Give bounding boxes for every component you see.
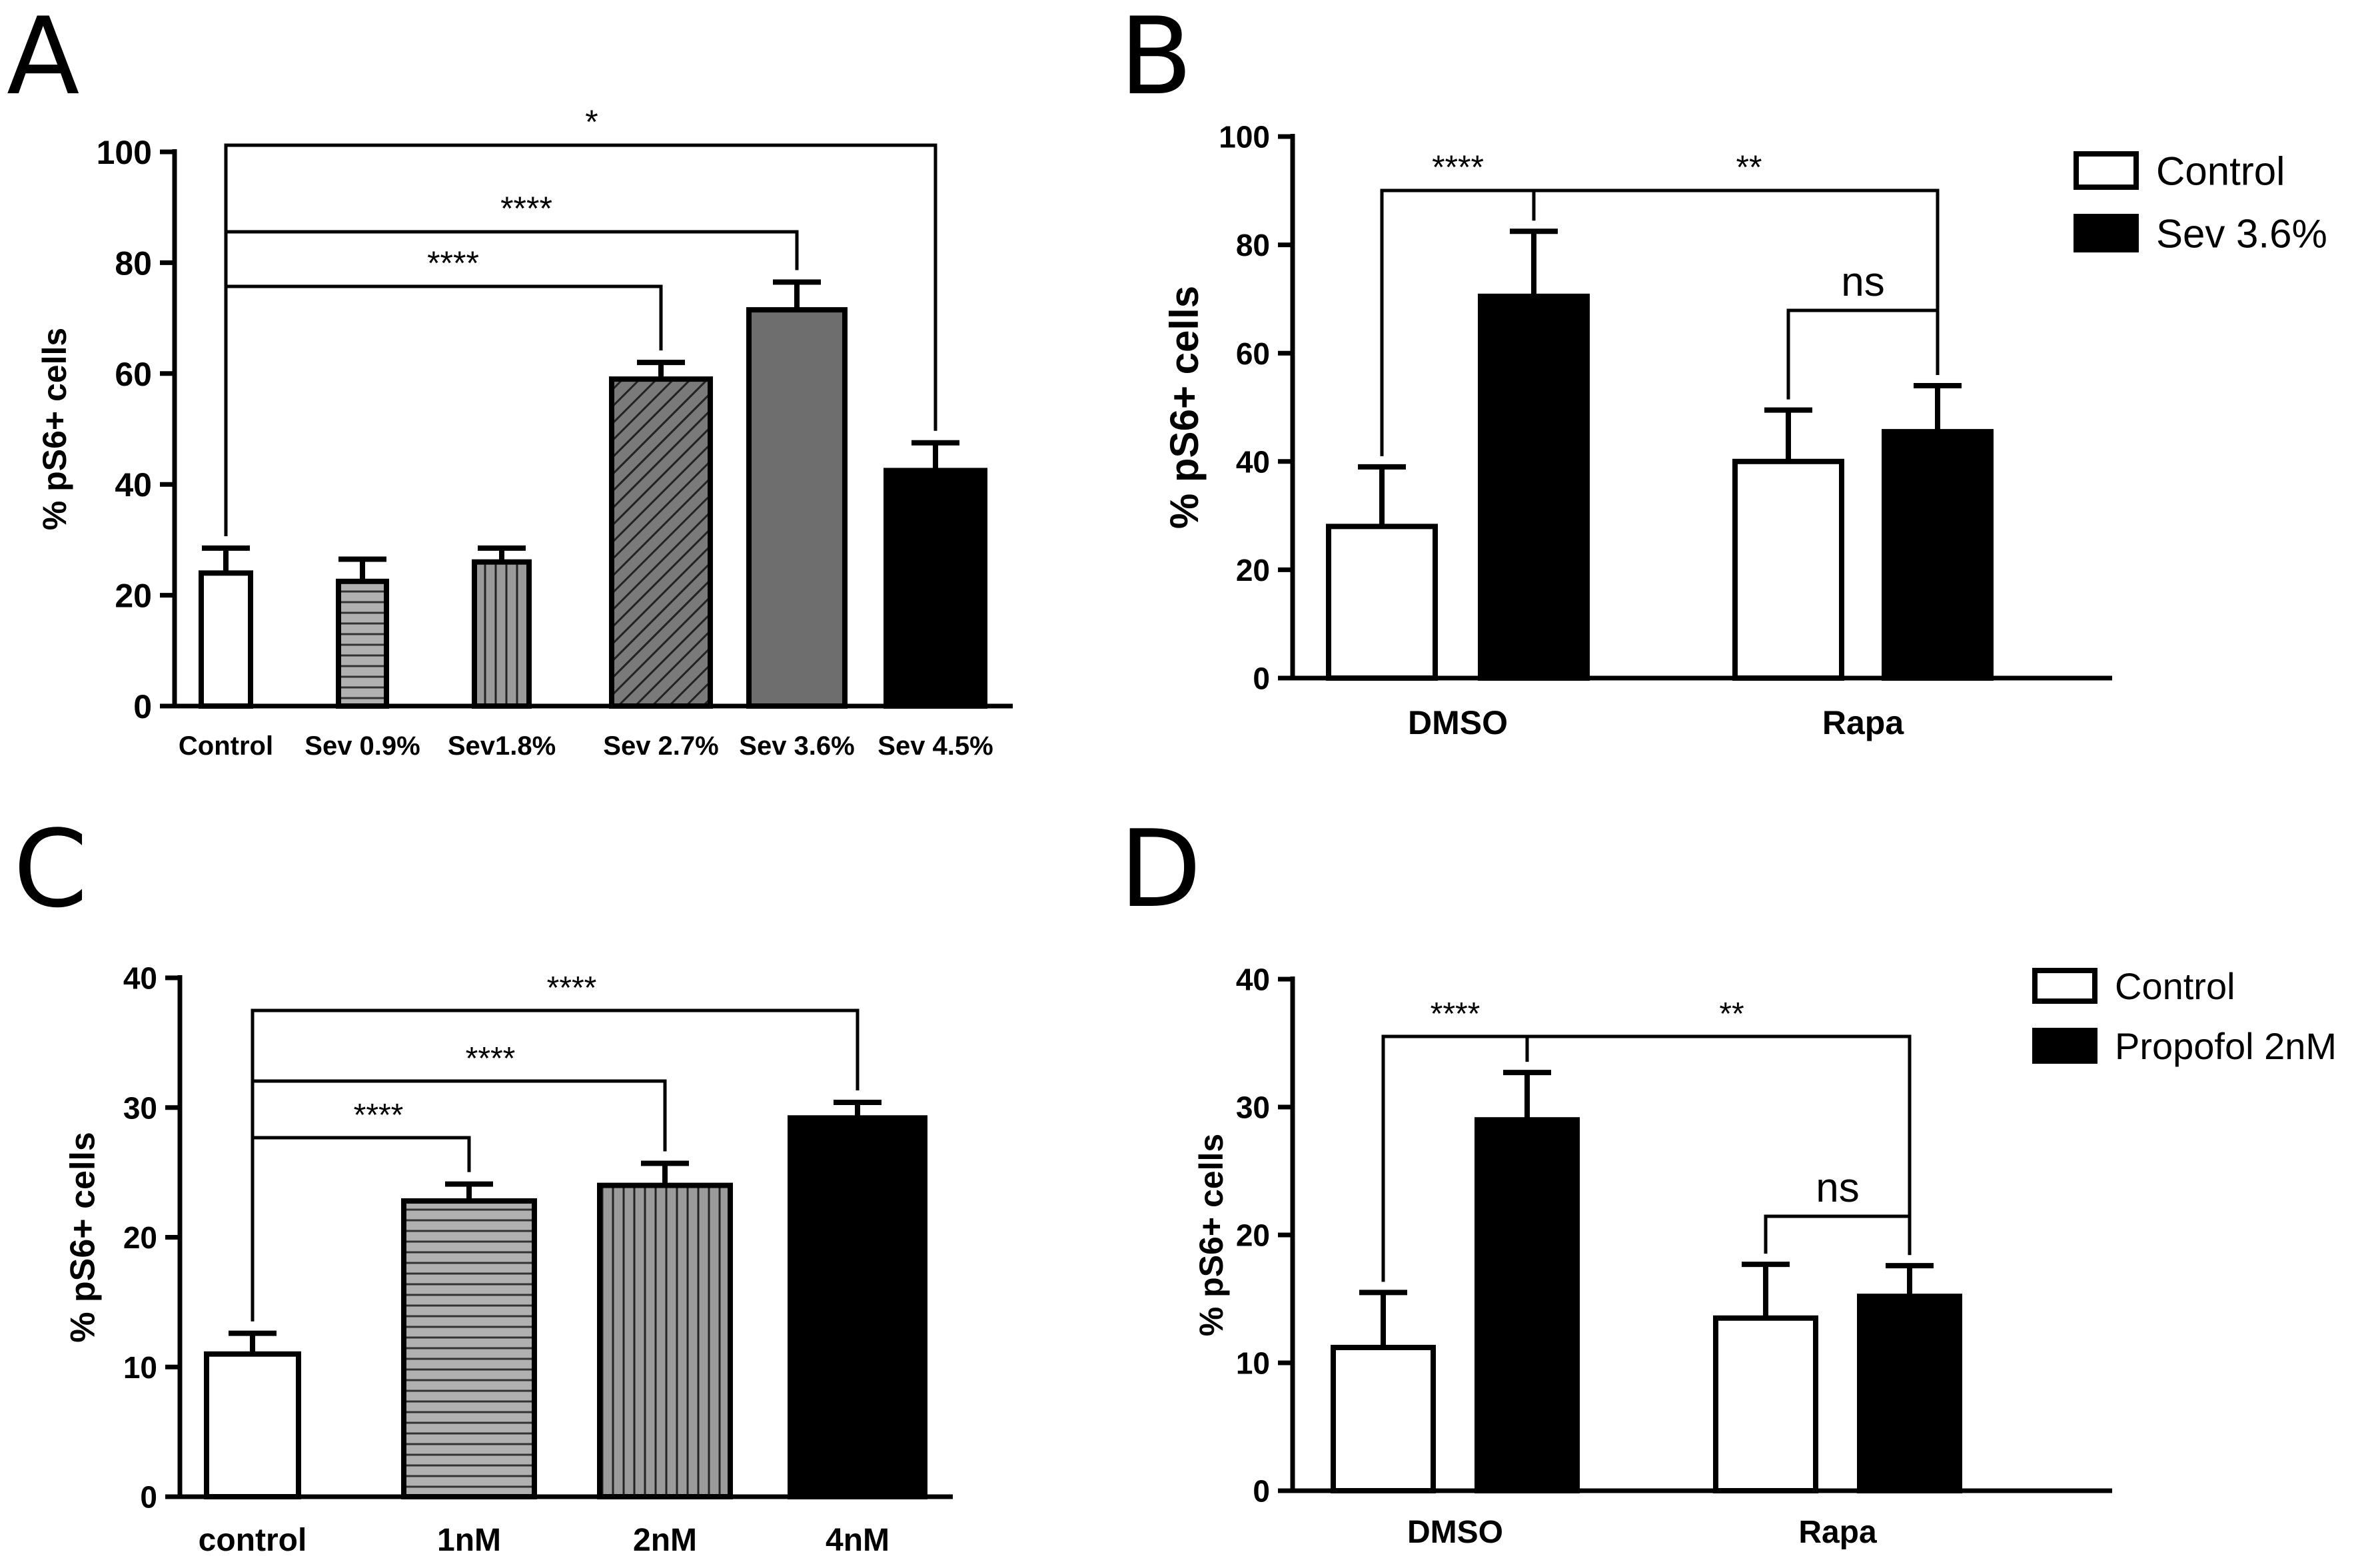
- x-tick-label: Sev 0.9%: [304, 731, 420, 761]
- y-tick-label: 100: [1219, 120, 1270, 155]
- significance-label: ****: [500, 190, 552, 227]
- legend-swatch: [2032, 968, 2097, 1004]
- significance-label: ****: [427, 244, 479, 282]
- y-tick-label: 80: [115, 244, 152, 282]
- significance-label: ****: [354, 1098, 404, 1133]
- x-tick-label: DMSO: [1407, 1515, 1503, 1550]
- y-tick-label: 20: [123, 1220, 157, 1255]
- x-tick-label: control: [199, 1523, 307, 1558]
- y-tick-label: 30: [1236, 1090, 1270, 1125]
- panel-a: A 0 20 40 60 80 100 % pS6+ cells Control Sev 0.9%…: [7, 0, 1013, 761]
- x-tick-label: Rapa: [1822, 704, 1904, 741]
- legend-label: Control: [2156, 149, 2285, 194]
- significance-label: ****: [1431, 996, 1481, 1032]
- significance-bracket: [1381, 1034, 1529, 1282]
- bar: [1857, 1294, 1962, 1494]
- y-axis-label: % pS6+ cells: [64, 1132, 103, 1343]
- y-tick-label: 80: [1236, 228, 1270, 262]
- y-tick-label: 40: [123, 961, 157, 996]
- legend-swatch: [2074, 214, 2139, 252]
- significance-bracket: [251, 1008, 860, 1322]
- bar: [609, 376, 713, 709]
- y-tick-label: 10: [1236, 1346, 1270, 1381]
- y-tick-label: 20: [1236, 553, 1270, 587]
- bar: [1326, 524, 1438, 681]
- y-tick-label: 30: [123, 1090, 157, 1125]
- x-tick-label: 1nM: [437, 1523, 501, 1558]
- legend-label: Propofol 2nM: [2115, 1025, 2337, 1067]
- bar: [1475, 1117, 1580, 1493]
- bar: [199, 570, 253, 709]
- y-tick-label: 40: [1236, 444, 1270, 479]
- y-tick-label: 60: [115, 356, 152, 393]
- x-tick-label: Sev 4.5%: [878, 731, 993, 761]
- y-tick-label: 40: [1236, 963, 1270, 997]
- x-tick-label: Sev 2.7%: [603, 731, 718, 761]
- legend-label: Sev 3.6%: [2156, 212, 2327, 256]
- legend-label: Control: [2115, 965, 2235, 1007]
- significance-bracket: [224, 284, 663, 536]
- significance-label: **: [1719, 996, 1744, 1032]
- panel-letter: D: [1119, 807, 1201, 931]
- x-tick-label: Rapa: [1798, 1515, 1877, 1550]
- bar: [401, 1198, 537, 1499]
- legend-swatch: [2032, 1028, 2097, 1064]
- panel-letter: B: [1119, 0, 1193, 119]
- bar: [1331, 1344, 1436, 1493]
- y-tick-label: 100: [97, 134, 152, 171]
- bar: [472, 559, 532, 709]
- bar: [1713, 1315, 1818, 1494]
- x-tick-label: Sev1.8%: [448, 731, 556, 761]
- bar: [1882, 429, 1994, 681]
- y-tick-label: 20: [115, 578, 152, 615]
- y-tick-label: 60: [1236, 336, 1270, 371]
- significance-label: ****: [466, 1041, 516, 1076]
- y-tick-label: 0: [1253, 661, 1270, 696]
- bar: [746, 307, 848, 709]
- significance-label: **: [1736, 149, 1762, 186]
- legend-swatch: [2074, 151, 2139, 190]
- panel-c: C 0 10 20 30 40 % pS6+ cells control 1nM 2nM 4nM **…: [13, 807, 953, 1558]
- significance-label: ns: [1841, 259, 1884, 305]
- panel-d: D 0 10 20 30 40 % pS6+ cells DMSO Rapa Control Pro…: [1119, 807, 2337, 1550]
- x-tick-label: DMSO: [1408, 704, 1508, 741]
- significance-bracket: [224, 143, 937, 536]
- bar: [204, 1351, 301, 1500]
- x-tick-label: 2nM: [633, 1523, 697, 1558]
- y-tick-label: 0: [1253, 1474, 1270, 1509]
- x-tick-label: Control: [179, 731, 273, 761]
- y-tick-label: 0: [133, 688, 152, 725]
- y-tick-label: 10: [123, 1350, 157, 1385]
- significance-label: ****: [1432, 149, 1484, 186]
- y-tick-label: 0: [140, 1480, 157, 1515]
- panel-letter: C: [13, 807, 88, 931]
- panel-b: B 0 20 40 60 80 100 % pS6+ cells DMSO Rapa Control…: [1119, 0, 2327, 741]
- y-axis-label: % pS6+ cells: [1193, 1134, 1230, 1336]
- significance-label: ns: [1816, 1165, 1859, 1211]
- y-axis-label: % pS6+ cells: [1162, 286, 1207, 529]
- bar: [884, 468, 987, 709]
- bar: [1732, 458, 1844, 681]
- bar: [788, 1115, 927, 1499]
- significance-bracket: [1527, 1034, 1912, 1256]
- y-tick-label: 40: [115, 466, 152, 504]
- bar: [336, 578, 389, 709]
- y-tick-label: 20: [1236, 1218, 1270, 1253]
- significance-label: *: [585, 103, 598, 141]
- panel-letter: A: [7, 0, 79, 119]
- bar: [597, 1182, 733, 1499]
- significance-bracket: [1786, 308, 1940, 400]
- significance-bracket: [1764, 1214, 1912, 1256]
- significance-label: ****: [547, 971, 597, 1006]
- bar: [1478, 293, 1590, 681]
- x-tick-label: Sev 3.6%: [739, 731, 854, 761]
- y-axis-label: % pS6+ cells: [36, 328, 73, 530]
- x-tick-label: 4nM: [826, 1523, 890, 1558]
- significance-bracket: [1380, 189, 1536, 456]
